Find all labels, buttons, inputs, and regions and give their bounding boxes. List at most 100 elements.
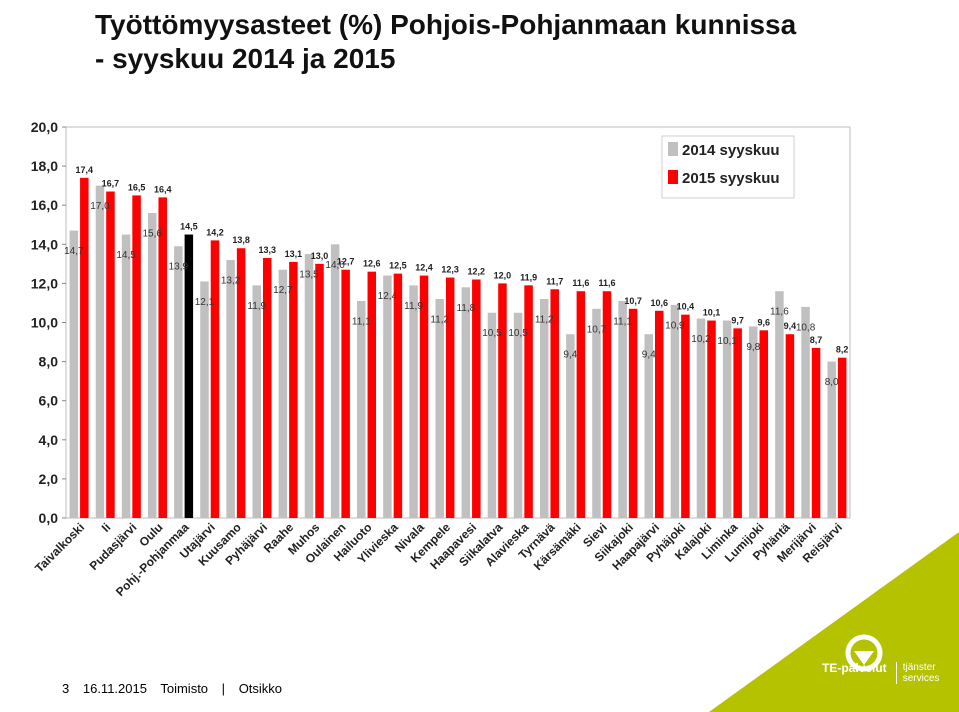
y-tick-label: 16,0 xyxy=(31,197,58,213)
bar-chart: 0,0 2,0 4,0 6,0 8,0 10,0 12,0 14,0 16,0 18,0 20,0 1… xyxy=(31,119,851,599)
data-label-2015: 14,5 xyxy=(180,222,198,232)
bar-2015 xyxy=(498,283,507,518)
data-label-2015: 10,6 xyxy=(650,298,668,308)
data-label-2014: 10,8 xyxy=(796,322,816,333)
footer-subject: Otsikko xyxy=(238,681,283,696)
bar-2014 xyxy=(200,281,209,518)
data-label-2014: 12,7 xyxy=(273,285,293,296)
brand-sub-1: tjänster xyxy=(902,662,936,673)
data-label-2014: 11,6 xyxy=(770,307,789,318)
bar-2015 xyxy=(811,347,821,518)
y-tick-label: 10,0 xyxy=(31,315,58,331)
bar-2015 xyxy=(472,279,481,518)
brand-sub: tjänster services xyxy=(895,662,940,684)
bar-2015 xyxy=(681,314,690,518)
bar-2015 xyxy=(550,289,559,518)
y-tick-label: 14,0 xyxy=(31,236,58,252)
brand-sub-2: services xyxy=(902,673,940,684)
data-label-2015: 11,6 xyxy=(572,278,589,288)
data-label-2015: 12,0 xyxy=(494,270,512,280)
bar-2015 xyxy=(707,320,716,518)
data-label-2015: 9,6 xyxy=(758,317,771,327)
data-label-2015: 11,6 xyxy=(598,278,615,288)
y-tick-label: 0,0 xyxy=(39,510,59,526)
bar-2015 xyxy=(236,248,246,518)
bar-2014 xyxy=(670,304,680,518)
y-tick-label: 20,0 xyxy=(31,119,58,135)
y-tick-label: 8,0 xyxy=(39,354,59,370)
data-label-2015: 12,4 xyxy=(415,263,433,273)
data-label-2014: 13,9 xyxy=(169,262,189,273)
bar-2015 xyxy=(315,263,324,518)
bar-2014 xyxy=(513,312,523,518)
bar-2014 xyxy=(409,285,418,518)
data-label-2014: 10,2 xyxy=(691,334,711,345)
data-label-2015: 13,3 xyxy=(258,245,276,255)
bar-2014 xyxy=(775,291,784,518)
data-label-2014: 10,5 xyxy=(482,328,502,339)
title-line-2: - syyskuu 2014 ja 2015 xyxy=(95,43,396,74)
chart-title: Työttömyysasteet (%) Pohjois-Pohjanmaan … xyxy=(95,8,855,76)
data-label-2014: 8,0 xyxy=(825,377,839,388)
bar-2014 xyxy=(487,312,497,518)
data-label-2014: 11,2 xyxy=(535,315,554,326)
data-label-2014: 10,1 xyxy=(717,336,737,347)
bar-2015 xyxy=(759,330,769,518)
data-label-2014: 13,2 xyxy=(221,275,241,286)
category-label: Pudasjärvi xyxy=(87,520,140,573)
data-label-2014: 11,1 xyxy=(613,316,632,327)
bar-2015 xyxy=(184,234,194,518)
bar-2015 xyxy=(524,285,533,518)
data-label-2014: 14,7 xyxy=(64,246,84,257)
data-label-2015: 8,2 xyxy=(836,345,849,355)
bar-2014 xyxy=(827,361,836,518)
y-tick-label: 2,0 xyxy=(39,471,59,487)
bar-2015 xyxy=(263,257,272,518)
bar-2014 xyxy=(383,275,392,518)
legend-swatch xyxy=(668,142,678,156)
bar-2014 xyxy=(174,246,183,518)
data-label-2014: 12,1 xyxy=(195,297,215,308)
bar-2014 xyxy=(252,285,261,518)
footer-date: 16.11.2015 xyxy=(82,681,147,696)
bar-2014 xyxy=(69,230,79,518)
legend-box xyxy=(661,135,795,199)
bar-2015 xyxy=(837,357,847,518)
legend-label: 2014 syyskuu xyxy=(682,142,780,159)
y-tick-label: 6,0 xyxy=(39,393,59,409)
data-label-2014: 11,1 xyxy=(352,316,371,327)
bar-2015 xyxy=(733,328,742,518)
footer-separator: | xyxy=(221,681,226,696)
category-label: Ii xyxy=(99,520,114,535)
bar-2014 xyxy=(435,299,444,518)
data-label-2014: 13,5 xyxy=(299,270,319,281)
footer-page: 3 xyxy=(62,681,70,696)
bar-2015 xyxy=(106,191,115,518)
bar-2014 xyxy=(722,320,732,518)
bar-2014 xyxy=(95,185,105,518)
bar-2015 xyxy=(419,275,429,518)
bar-2014 xyxy=(461,287,471,518)
brand-text: TE-palvelut tjänster services xyxy=(822,662,939,684)
y-tick-label: 18,0 xyxy=(31,158,58,174)
bar-2015 xyxy=(210,240,220,518)
data-label-2015: 13,1 xyxy=(285,249,303,259)
data-label-2015: 11,9 xyxy=(520,272,537,282)
bar-2014 xyxy=(278,269,288,518)
bar-2015 xyxy=(602,291,612,518)
bar-2014 xyxy=(801,306,810,518)
data-label-2014: 9,4 xyxy=(642,350,656,361)
data-label-2015: 8,7 xyxy=(810,335,823,345)
bar-2014 xyxy=(592,308,601,518)
data-label-2015: 12,7 xyxy=(337,257,355,267)
data-label-2015: 11,7 xyxy=(546,276,563,286)
data-label-2014: 14,0 xyxy=(325,260,345,271)
data-label-2015: 12,5 xyxy=(389,261,407,271)
data-label-2015: 9,4 xyxy=(784,321,797,331)
title-line-1: Työttömyysasteet (%) Pohjois-Pohjanmaan … xyxy=(95,9,797,40)
data-label-2015: 13,8 xyxy=(232,235,250,245)
bar-2014 xyxy=(566,334,575,518)
bar-2014 xyxy=(749,326,758,518)
data-label-2015: 12,2 xyxy=(468,266,486,276)
footer: 3 16.11.2015 Toimisto | Otsikko xyxy=(62,681,292,696)
